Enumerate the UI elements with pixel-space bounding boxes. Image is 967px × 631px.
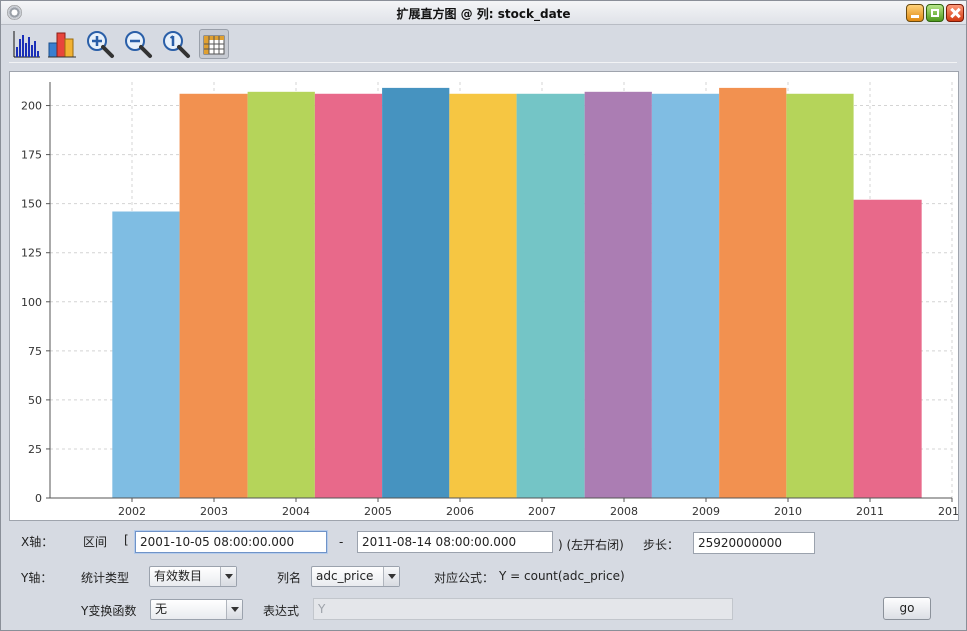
column-value: adc_price: [316, 569, 374, 583]
y-transform-select[interactable]: 无: [150, 599, 243, 620]
histogram-bar: [247, 91, 315, 498]
formula-value: Y = count(adc_price): [499, 569, 625, 583]
column-select[interactable]: adc_price: [311, 566, 400, 587]
y-tick-label: 100: [21, 296, 42, 309]
histogram-bar: [179, 93, 248, 498]
histogram-icon[interactable]: [11, 29, 41, 59]
y-tick-label: 125: [21, 247, 42, 260]
stat-type-label: 统计类型: [81, 571, 130, 585]
y-axis-label: Y轴：: [21, 571, 53, 585]
y-tick-label: 200: [21, 100, 42, 113]
y-tick-label: 75: [28, 345, 42, 358]
histogram-bar: [382, 87, 450, 499]
chevron-down-icon[interactable]: [226, 600, 242, 619]
chevron-down-icon[interactable]: [220, 567, 236, 586]
x-tick-label: 2012: [938, 505, 958, 518]
x-tick-label: 2008: [610, 505, 638, 518]
range-dash: -: [339, 535, 344, 549]
zoom-out-icon[interactable]: [123, 29, 153, 59]
close-button[interactable]: [946, 4, 964, 22]
title-bar[interactable]: 扩展直方图 @ 列: stock_date: [1, 1, 966, 25]
x-tick-label: 2011: [856, 505, 884, 518]
histogram-bar: [516, 93, 585, 498]
histogram-bar: [786, 93, 854, 498]
y-tick-label: 0: [35, 492, 42, 505]
histogram-bar: [449, 93, 517, 498]
y-tick-label: 50: [28, 394, 42, 407]
open-bracket: [: [124, 533, 129, 547]
table-icon[interactable]: [199, 29, 229, 59]
zoom-reset-icon[interactable]: [161, 29, 191, 59]
minimize-button[interactable]: [906, 4, 924, 22]
go-button[interactable]: go: [883, 597, 931, 620]
histogram-bar: [853, 199, 922, 498]
maximize-button[interactable]: [926, 4, 944, 22]
y-tick-label: 150: [21, 198, 42, 211]
x-tick-label: 2005: [364, 505, 392, 518]
x-tick-label: 2006: [446, 505, 474, 518]
toolbar-separator: [9, 62, 957, 63]
toolbar: [9, 27, 959, 61]
chart-svg: 0 25 50 75 100 125 150 175 200 2002 2003 2004 2005 20…: [21, 82, 958, 518]
formula-label: 对应公式：: [434, 571, 495, 585]
histogram-bar: [112, 211, 180, 498]
step-label: 步长：: [643, 538, 680, 552]
histogram-bar: [719, 87, 787, 499]
range-start-input[interactable]: 2001-10-05 08:00:00.000: [135, 531, 327, 553]
stat-type-select[interactable]: 有效数目: [149, 566, 237, 587]
y-transform-value: 无: [155, 602, 168, 616]
y-tick-label: 25: [28, 443, 42, 456]
y-tick-label: 175: [21, 149, 42, 162]
column-label: 列名: [277, 571, 302, 585]
x-tick-label: 2007: [528, 505, 556, 518]
bar-chart-icon[interactable]: [47, 29, 77, 59]
x-tick-label: 2002: [118, 505, 146, 518]
histogram-bar: [314, 93, 383, 498]
interval-label: 区间: [83, 535, 108, 549]
x-tick-label: 2009: [692, 505, 720, 518]
x-tick-label: 2010: [774, 505, 802, 518]
step-input[interactable]: 25920000000: [693, 532, 815, 554]
app-gear-icon[interactable]: [7, 5, 22, 20]
window-title: 扩展直方图 @ 列: stock_date: [396, 7, 571, 21]
stat-type-value: 有效数目: [154, 569, 203, 583]
expression-input[interactable]: Y: [313, 598, 733, 620]
y-transform-label: Y变换函数: [81, 604, 137, 618]
interval-note: ) (左开右闭): [558, 538, 624, 552]
x-tick-label: 2003: [200, 505, 228, 518]
histogram-bar: [651, 93, 720, 498]
expression-label: 表达式: [263, 604, 300, 618]
x-tick-label: 2004: [282, 505, 310, 518]
chevron-down-icon[interactable]: [383, 567, 399, 586]
histogram-chart[interactable]: 0 25 50 75 100 125 150 175 200 2002 2003 2004 2005 20…: [9, 71, 959, 521]
zoom-in-icon[interactable]: [85, 29, 115, 59]
histogram-bar: [584, 91, 652, 498]
range-end-input[interactable]: 2011-08-14 08:00:00.000: [357, 531, 553, 553]
x-axis-label: X轴：: [21, 535, 54, 549]
